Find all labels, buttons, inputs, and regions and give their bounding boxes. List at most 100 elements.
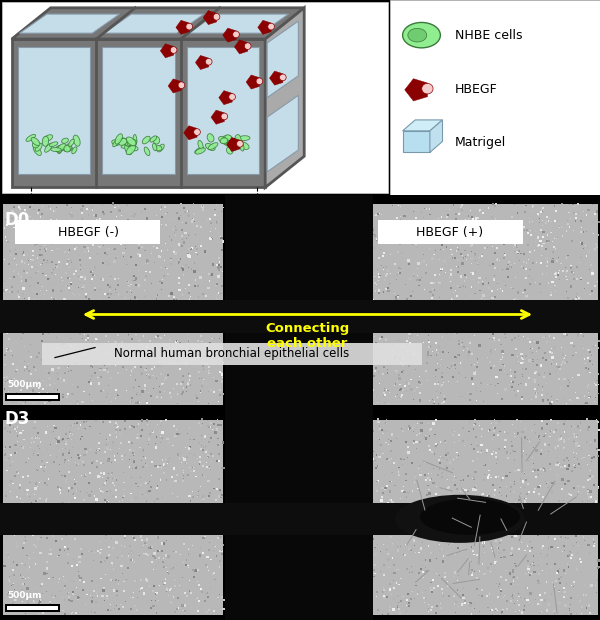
Bar: [500, 502, 502, 503]
Bar: [407, 457, 408, 458]
Bar: [533, 463, 534, 464]
Bar: [217, 510, 220, 513]
Bar: [193, 438, 195, 440]
Bar: [381, 454, 382, 455]
Bar: [575, 535, 577, 537]
Bar: [459, 569, 460, 570]
Bar: [17, 294, 19, 296]
Bar: [576, 521, 577, 522]
Bar: [563, 459, 565, 461]
Bar: [104, 560, 106, 562]
Bar: [70, 425, 72, 427]
Bar: [563, 587, 565, 589]
Bar: [111, 562, 113, 564]
Bar: [64, 372, 67, 374]
Bar: [444, 240, 445, 241]
Bar: [139, 590, 140, 591]
Bar: [444, 304, 445, 306]
Bar: [457, 381, 458, 383]
Bar: [383, 326, 385, 328]
Bar: [562, 361, 565, 363]
Bar: [222, 241, 224, 242]
Bar: [107, 352, 109, 353]
Bar: [564, 334, 566, 335]
Bar: [98, 309, 100, 311]
Bar: [61, 432, 62, 433]
Bar: [486, 530, 488, 531]
Bar: [379, 456, 380, 458]
Bar: [14, 428, 16, 430]
Bar: [485, 278, 487, 279]
Bar: [125, 269, 127, 270]
Bar: [522, 374, 523, 375]
Bar: [563, 276, 564, 277]
Bar: [535, 432, 536, 434]
Bar: [487, 248, 489, 250]
Bar: [84, 251, 86, 253]
Bar: [28, 314, 30, 316]
Bar: [414, 544, 415, 546]
Bar: [596, 419, 597, 420]
Bar: [451, 424, 454, 427]
Bar: [388, 520, 390, 523]
Bar: [218, 313, 220, 315]
Bar: [484, 528, 485, 529]
Bar: [564, 591, 566, 593]
Bar: [419, 547, 422, 549]
Bar: [88, 494, 91, 497]
Bar: [379, 508, 381, 510]
Bar: [37, 486, 38, 487]
Bar: [496, 586, 497, 587]
Bar: [492, 203, 494, 205]
Bar: [80, 475, 82, 476]
Bar: [53, 371, 54, 372]
Bar: [109, 353, 111, 356]
Bar: [168, 308, 169, 309]
Bar: [124, 231, 125, 232]
Bar: [71, 260, 72, 262]
Bar: [148, 348, 149, 349]
Bar: [545, 257, 547, 259]
Bar: [482, 563, 484, 565]
Bar: [180, 311, 182, 312]
Bar: [137, 486, 139, 487]
Text: HBEGF (+): HBEGF (+): [416, 226, 484, 239]
Bar: [46, 225, 47, 226]
Bar: [371, 458, 374, 460]
Bar: [382, 221, 383, 222]
Bar: [413, 399, 414, 400]
Bar: [69, 249, 70, 250]
Bar: [481, 382, 482, 384]
Bar: [161, 289, 162, 290]
Bar: [506, 540, 508, 541]
Bar: [373, 395, 374, 397]
Bar: [574, 458, 575, 459]
Bar: [550, 506, 551, 507]
Bar: [104, 345, 105, 347]
Bar: [54, 528, 55, 529]
Bar: [398, 228, 400, 230]
Bar: [131, 442, 133, 445]
Bar: [376, 469, 378, 471]
Bar: [173, 251, 175, 253]
Bar: [4, 388, 5, 390]
Bar: [445, 454, 447, 456]
Bar: [463, 603, 464, 604]
Bar: [384, 279, 386, 281]
Bar: [397, 605, 398, 607]
Bar: [215, 228, 216, 229]
Bar: [172, 348, 173, 349]
Circle shape: [229, 94, 235, 100]
Bar: [546, 260, 548, 262]
Bar: [43, 394, 44, 396]
Bar: [52, 319, 53, 321]
Bar: [88, 586, 89, 587]
Bar: [217, 419, 218, 420]
Bar: [186, 508, 187, 510]
Bar: [527, 232, 529, 234]
Bar: [189, 380, 190, 381]
Bar: [169, 503, 172, 506]
Bar: [460, 322, 463, 326]
Bar: [209, 237, 212, 239]
Bar: [114, 425, 116, 427]
